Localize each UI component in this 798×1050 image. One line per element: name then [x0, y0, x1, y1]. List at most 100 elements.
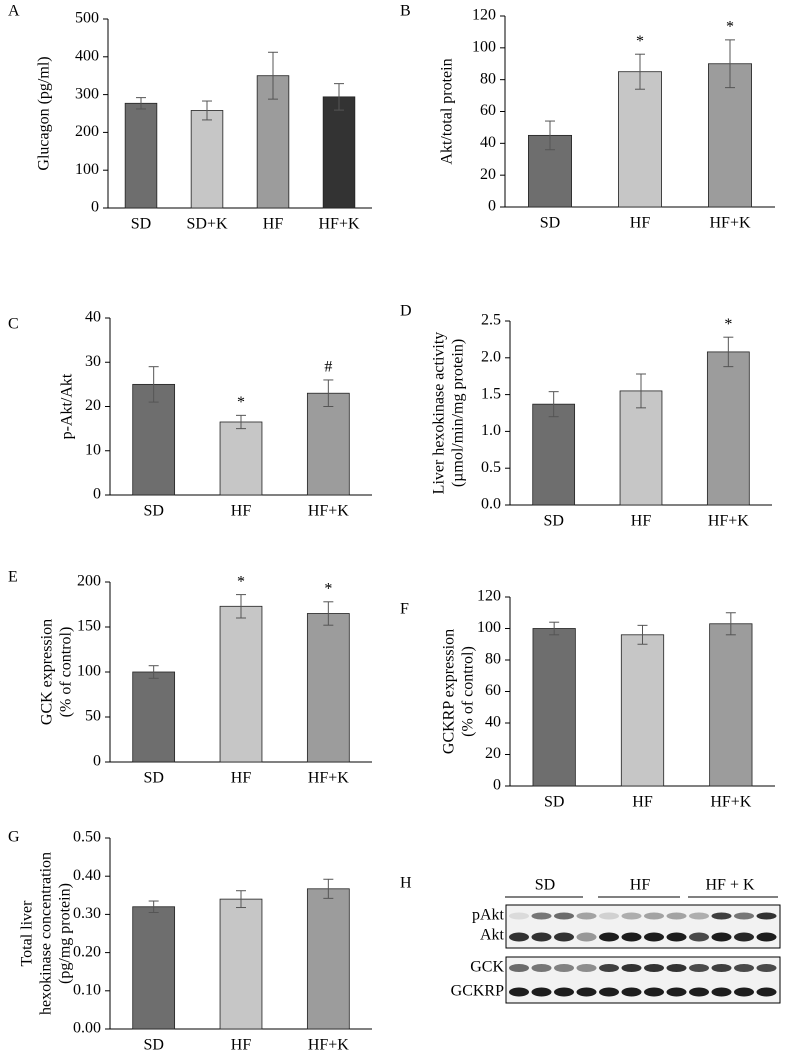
y-axis-label: (µmol/min/mg protein): [450, 339, 467, 487]
bar: [306, 613, 350, 763]
y-tick-label: 40: [480, 134, 496, 151]
x-tick-label: SD: [544, 794, 564, 811]
significance-mark: *: [726, 19, 734, 36]
bar: [618, 71, 663, 208]
significance-mark: #: [324, 359, 332, 376]
y-axis-label: GCKRP expression: [441, 629, 458, 754]
y-tick-label: 0: [493, 777, 501, 794]
blot-band: [711, 912, 732, 920]
blot-band: [531, 912, 552, 920]
y-tick-label: 100: [75, 161, 99, 178]
y-tick-label: 1.5: [481, 385, 501, 402]
bar: [190, 110, 224, 209]
blot-frame: [505, 956, 781, 1004]
blot-band: [621, 964, 642, 972]
blot-band: [554, 987, 574, 997]
error-bar: [725, 39, 735, 89]
blot-band: [734, 964, 754, 972]
x-tick-label: HF: [231, 503, 252, 520]
bar: [132, 383, 176, 496]
x-tick-label: SD: [543, 513, 563, 530]
blot-band: [644, 964, 664, 972]
blot-band: [599, 987, 619, 997]
x-tick-label: HF: [630, 215, 651, 232]
y-tick-label: 80: [485, 651, 501, 668]
panel-letter: C: [8, 316, 19, 333]
y-tick-label: 500: [75, 10, 99, 27]
error-bar: [136, 97, 146, 110]
x-tick-label: HF: [231, 1037, 252, 1050]
row-label: GCK: [470, 959, 504, 976]
significance-mark: *: [324, 580, 332, 597]
blot-band: [756, 912, 777, 920]
bar: [306, 888, 350, 1030]
y-tick-label: 50: [85, 708, 101, 725]
blot-band: [599, 964, 619, 972]
blot-band: [621, 912, 642, 920]
y-tick-label: 20: [485, 745, 501, 762]
bar: [322, 96, 356, 209]
y-tick-label: 150: [77, 618, 101, 635]
error-bar: [637, 624, 648, 645]
x-tick-label: HF+K: [708, 513, 749, 530]
x-tick-label: HF+K: [308, 1037, 349, 1050]
error-bar: [268, 51, 278, 100]
y-tick-label: 60: [480, 102, 496, 119]
bar: [124, 102, 158, 209]
y-tick-label: 80: [480, 70, 496, 87]
y-tick-label: 20: [480, 166, 496, 183]
x-tick-label: HF+K: [709, 215, 750, 232]
blot-band: [711, 964, 732, 972]
error-bar: [148, 900, 159, 913]
x-tick-label: SD: [143, 1037, 163, 1050]
blot-band: [621, 932, 642, 942]
y-tick-label: 100: [77, 663, 101, 680]
error-bar: [236, 890, 246, 909]
error-bar: [635, 53, 645, 90]
blot-band: [576, 987, 597, 997]
error-bar: [148, 366, 159, 403]
y-tick-label: 1.0: [481, 422, 501, 439]
y-tick-label: 200: [77, 573, 101, 590]
group-label: SD: [535, 877, 555, 894]
y-tick-label: 300: [75, 85, 99, 102]
blot-frame: [505, 904, 781, 949]
row-label: pAkt: [472, 907, 505, 924]
blot-panel: H SD HF HF + K pAkt Akt GCK GCKRP: [400, 875, 781, 1004]
x-tick-label: HF+K: [710, 794, 751, 811]
blot-band: [689, 912, 709, 920]
blot-band: [576, 932, 597, 942]
panel-letter: D: [400, 303, 412, 320]
blot-band: [509, 932, 529, 942]
y-axis-label: (pg/mg protein): [57, 883, 74, 984]
blot-band: [531, 932, 552, 942]
blot-band: [531, 964, 552, 972]
bar: [219, 605, 263, 763]
chart-panel: E GCK expression (% of control) 0 50 100 150 20…: [8, 569, 372, 787]
x-tick-label: SD: [131, 216, 151, 233]
blot-band: [509, 912, 529, 920]
blot-band: [666, 932, 687, 942]
blot-band: [599, 912, 619, 920]
blot-band: [756, 987, 777, 997]
error-bar: [202, 100, 212, 121]
error-bar: [548, 391, 559, 418]
row-label: Akt: [480, 927, 505, 944]
bar: [306, 392, 350, 496]
error-bar: [549, 621, 560, 636]
blot-band: [689, 987, 709, 997]
blot-band: [531, 987, 552, 997]
chart-panel: A Glucagon (pg/ml) 0 100 200 300 400 500 SD SD+K H…: [8, 3, 372, 233]
blot-band: [711, 987, 732, 997]
panel-letter: E: [8, 569, 18, 586]
error-bar: [323, 379, 334, 407]
bar: [620, 634, 665, 787]
chart-panel: D Liver hexokinase activity (µmol/min/mg p…: [400, 303, 772, 530]
blot-band: [734, 912, 754, 920]
blot-band: [576, 964, 597, 972]
x-tick-label: SD: [540, 215, 560, 232]
blot-band: [711, 932, 732, 942]
blot-band: [666, 964, 687, 972]
error-bar: [323, 878, 334, 899]
